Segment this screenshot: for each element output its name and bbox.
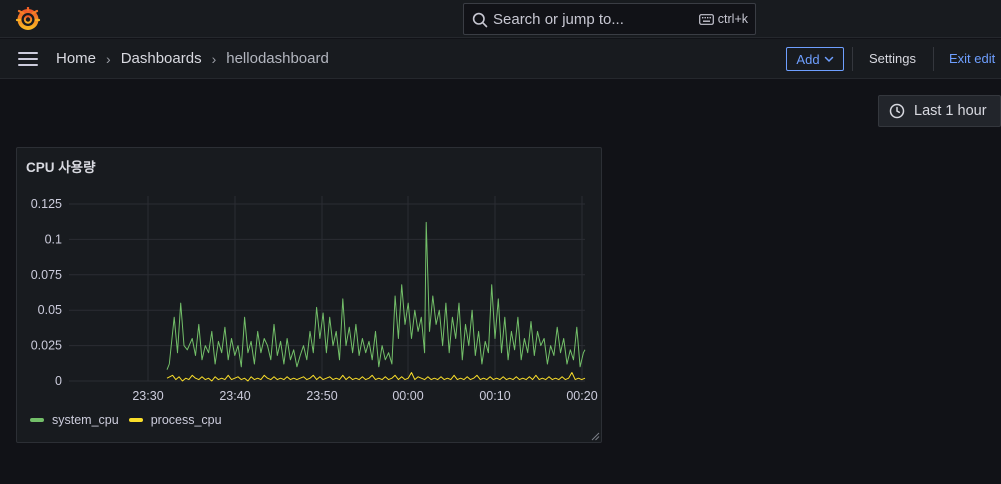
breadcrumb-dashboards[interactable]: Dashboards <box>120 50 202 67</box>
add-button-label: Add <box>796 51 820 67</box>
cpu-panel[interactable]: CPU 사용량 0.125 0.1 0.075 0.05 0.025 0 23:30 23:4… <box>16 147 602 443</box>
y-tick-label: 0.125 <box>31 197 62 211</box>
search-bar[interactable]: Search or jump to... ctrl+k <box>463 3 756 35</box>
time-range-picker[interactable]: Last 1 hour <box>878 95 1001 127</box>
series-line-system-cpu <box>166 221 586 370</box>
legend-swatch-process-cpu <box>128 418 143 422</box>
y-tick-label: 0.025 <box>31 339 62 353</box>
menu-icon[interactable] <box>18 52 38 66</box>
breadcrumb-current: hellodashboard <box>226 50 329 67</box>
breadcrumb-home[interactable]: Home <box>56 50 97 67</box>
divider <box>933 47 934 71</box>
chevron-right-icon: › <box>106 50 111 67</box>
y-tick-label: 0 <box>55 374 62 388</box>
y-tick-label: 0.075 <box>31 268 62 282</box>
shortcut-label: ctrl+k <box>717 12 748 26</box>
keyboard-icon <box>698 13 714 25</box>
chart-legend: system_cpu process_cpu <box>30 413 232 427</box>
exit-edit-button[interactable]: Exit edit <box>949 51 996 66</box>
legend-label-system-cpu: system_cpu <box>52 413 119 427</box>
x-tick-label: 23:50 <box>306 389 337 403</box>
legend-label-process-cpu: process_cpu <box>150 413 222 427</box>
chevron-down-icon <box>824 56 833 62</box>
resize-handle-icon[interactable] <box>590 431 600 441</box>
settings-button[interactable]: Settings <box>869 51 916 66</box>
legend-item-process-cpu[interactable]: process_cpu <box>128 413 222 427</box>
x-tick-label: 00:10 <box>479 389 510 403</box>
x-tick-label: 00:00 <box>392 389 423 403</box>
y-tick-label: 0.1 <box>45 232 62 246</box>
grafana-logo-icon[interactable] <box>15 7 41 31</box>
nav-bar: Home › Dashboards › hellodashboard Add S… <box>0 39 1001 79</box>
y-tick-label: 0.05 <box>38 303 62 317</box>
shortcut-hint: ctrl+k <box>698 12 748 26</box>
add-button[interactable]: Add <box>786 47 844 71</box>
divider <box>852 47 853 71</box>
x-tick-label: 23:30 <box>132 389 163 403</box>
breadcrumb: Home › Dashboards › hellodashboard <box>56 50 329 67</box>
top-bar: Search or jump to... ctrl+k <box>0 0 1001 38</box>
clock-icon <box>889 103 905 119</box>
legend-item-system-cpu[interactable]: system_cpu <box>30 413 119 427</box>
search-icon <box>472 12 488 28</box>
series-line-process-cpu <box>166 372 586 382</box>
cpu-line-chart: 0.125 0.1 0.075 0.05 0.025 0 23:30 23:40 23:50 00… <box>31 196 598 403</box>
chevron-right-icon: › <box>211 50 217 67</box>
legend-swatch-system-cpu <box>30 418 44 422</box>
x-tick-label: 23:40 <box>219 389 250 403</box>
panel-title: CPU 사용량 <box>26 160 96 175</box>
time-range-label: Last 1 hour <box>914 103 987 119</box>
x-tick-label: 00:20 <box>566 389 597 403</box>
search-placeholder: Search or jump to... <box>493 11 624 28</box>
